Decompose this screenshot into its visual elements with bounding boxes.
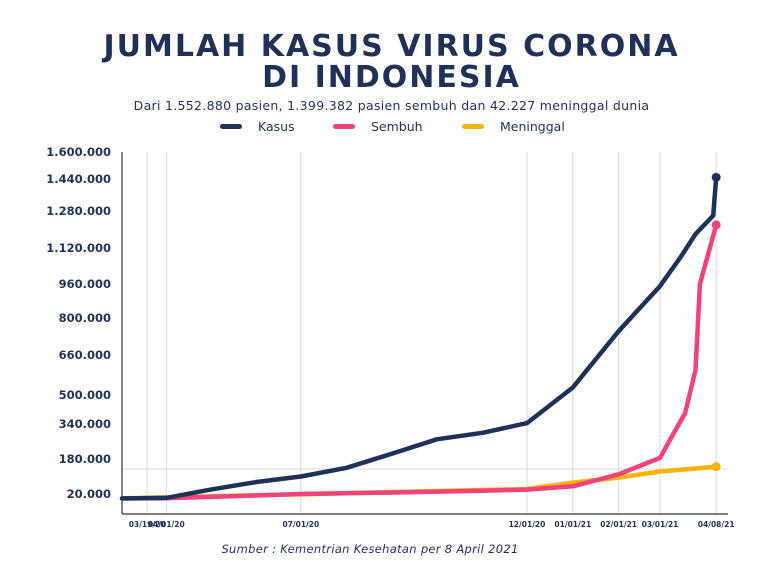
legend-item-kasus: Kasus [220, 119, 295, 134]
chart-subtitle: Dari 1.552.880 pasien, 1.399.382 pasien … [133, 98, 650, 113]
legend-swatch-meninggal [462, 124, 484, 129]
y-tick-label: 1.440.000 [46, 172, 111, 186]
y-tick-label: 660.000 [59, 348, 111, 362]
legend-swatch-sembuh [333, 124, 355, 129]
y-tick-label: 340.000 [59, 417, 111, 431]
y-tick-label: 1.280.000 [46, 204, 111, 218]
y-tick-label: 20.000 [67, 487, 111, 501]
chart-title-line2: DI INDONESIA [262, 60, 521, 95]
legend-swatch-kasus [220, 124, 242, 129]
x-tick-label: 04/01/20 [148, 520, 185, 529]
x-tick-label: 03/19/20 [129, 520, 166, 529]
legend-label-meninggal: Meninggal [500, 119, 565, 134]
series-line-kasus [119, 175, 719, 501]
y-tick-label: 1.600.000 [46, 145, 111, 159]
series-endpoint-meninggal [711, 462, 721, 472]
y-tick-label: 960.000 [59, 277, 111, 291]
chart-legend: Kasus Sembuh Meninggal [0, 119, 783, 135]
x-tick-label: 02/01/21 [600, 520, 637, 529]
y-tick-label: 500.000 [59, 388, 111, 402]
x-tick-label: 01/01/21 [554, 520, 591, 529]
series-endpoint-sembuh [711, 220, 721, 230]
x-tick-label: 03/01/21 [642, 520, 679, 529]
y-tick-label: 1.120.000 [46, 241, 111, 255]
x-tick-label: 12/01/20 [509, 520, 546, 529]
chart-title-line1: JUMLAH KASUS VIRUS CORONA [103, 29, 680, 64]
source-note: Sumber : Kementrian Kesehatan per 8 Apri… [221, 542, 519, 556]
legend-item-meninggal: Meninggal [462, 119, 565, 134]
y-tick-label: 800.000 [59, 311, 111, 325]
y-tick-label: 180.000 [59, 452, 111, 466]
x-tick-label: 07/01/20 [282, 520, 319, 529]
x-tick-label: 04/08/21 [698, 520, 735, 529]
series-line-sembuh [119, 222, 719, 501]
legend-item-sembuh: Sembuh [333, 119, 423, 134]
legend-label-sembuh: Sembuh [371, 119, 423, 134]
legend-label-kasus: Kasus [258, 119, 295, 134]
series-endpoint-kasus [711, 172, 721, 182]
